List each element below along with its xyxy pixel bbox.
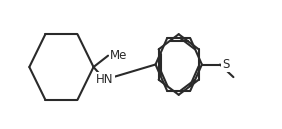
Text: HN: HN (96, 73, 113, 86)
Text: Me: Me (110, 49, 127, 62)
Text: S: S (222, 58, 229, 71)
